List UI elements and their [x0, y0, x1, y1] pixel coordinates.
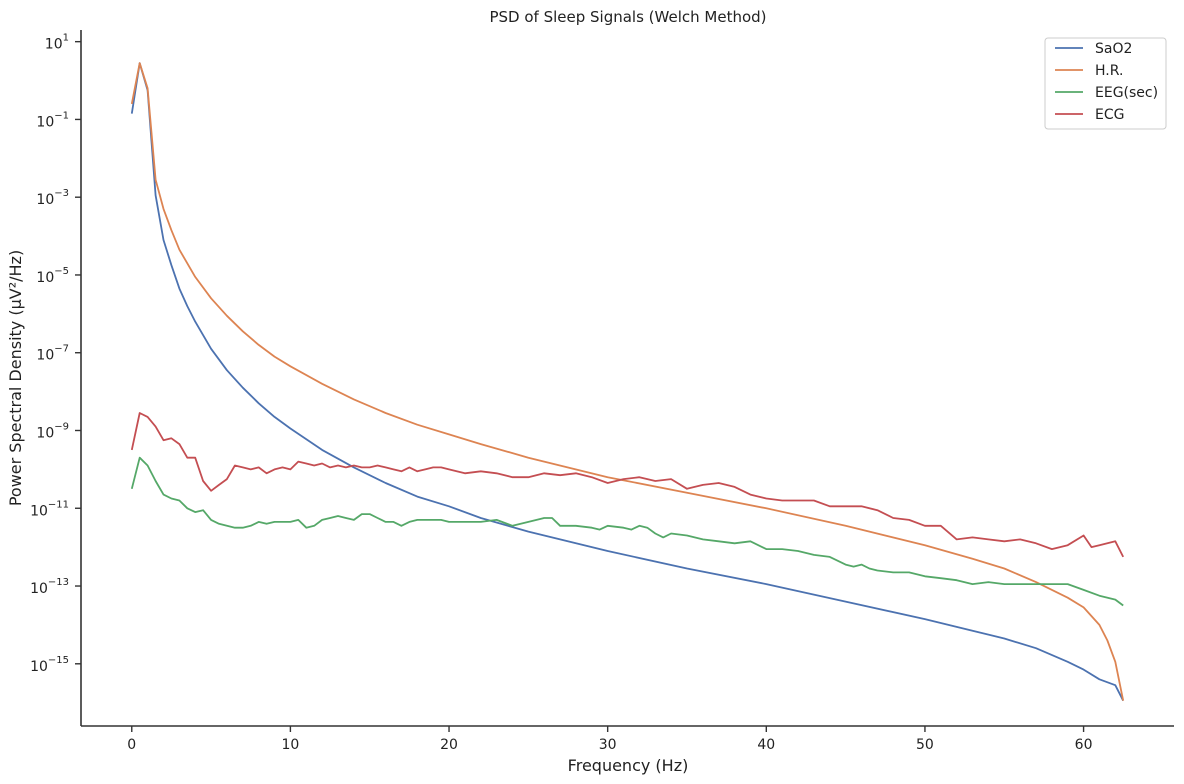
y-tick-label-base: 10	[36, 348, 54, 364]
y-tick-label-exponent: −7	[54, 344, 69, 355]
y-tick-label: 10−15	[30, 655, 69, 675]
y-tick-label: 101	[45, 33, 69, 53]
legend: SaO2 H.R. EEG(sec) ECG	[1044, 37, 1167, 130]
y-tick-label: 10−11	[30, 499, 69, 519]
y-tick-label: 10−9	[36, 421, 69, 441]
x-tick-label: 30	[599, 737, 617, 753]
y-tick-label-exponent: −11	[48, 499, 69, 510]
legend-label: ECG	[1095, 107, 1124, 123]
y-tick-label-base: 10	[36, 425, 54, 441]
y-tick-label-base: 10	[30, 503, 48, 519]
y-tick-label-base: 10	[30, 659, 48, 675]
x-axis-title: Frequency (Hz)	[568, 756, 689, 775]
legend-label: H.R.	[1095, 63, 1123, 79]
legend-label: SaO2	[1095, 41, 1132, 57]
y-tick-label-exponent: 1	[63, 33, 69, 44]
x-tick-label: 10	[281, 737, 299, 753]
x-tick-label: 20	[440, 737, 458, 753]
x-tick-label: 40	[757, 737, 775, 753]
x-ticks: 0 10 20 30 40 50 60	[127, 726, 1092, 753]
y-tick-label-base: 10	[45, 37, 63, 53]
series-line-eeg-sec	[130, 456, 1124, 607]
y-tick-label-exponent: −5	[54, 266, 69, 277]
y-tick-label-exponent: −1	[54, 110, 69, 121]
y-tick-label: 10−13	[30, 577, 69, 597]
y-tick-label-exponent: −3	[54, 188, 69, 199]
y-tick-label: 10−1	[36, 110, 69, 130]
series-line-ecg	[130, 412, 1125, 558]
x-tick-label: 50	[916, 737, 934, 753]
chart-title: PSD of Sleep Signals (Welch Method)	[489, 8, 766, 26]
y-tick-label: 10−3	[36, 188, 69, 208]
y-tick-label-base: 10	[36, 270, 54, 286]
x-tick-label: 0	[127, 737, 136, 753]
y-axis-title: Power Spectral Density (µV²/Hz)	[6, 250, 25, 506]
y-tick-label-base: 10	[36, 192, 54, 208]
x-tick-label: 60	[1075, 737, 1093, 753]
series-line-h-r	[130, 62, 1125, 701]
y-tick-label-base: 10	[36, 114, 54, 130]
y-tick-label: 10−7	[36, 344, 69, 364]
y-tick-label: 10−5	[36, 266, 69, 286]
series-line-sao2	[130, 62, 1125, 702]
y-tick-label-exponent: −13	[48, 577, 69, 588]
legend-frame	[1044, 37, 1167, 130]
y-tick-label-exponent: −9	[54, 421, 69, 432]
y-tick-label-base: 10	[30, 581, 48, 597]
series-layer	[130, 62, 1125, 702]
y-tick-label-exponent: −15	[48, 655, 69, 666]
legend-label: EEG(sec)	[1095, 85, 1158, 101]
